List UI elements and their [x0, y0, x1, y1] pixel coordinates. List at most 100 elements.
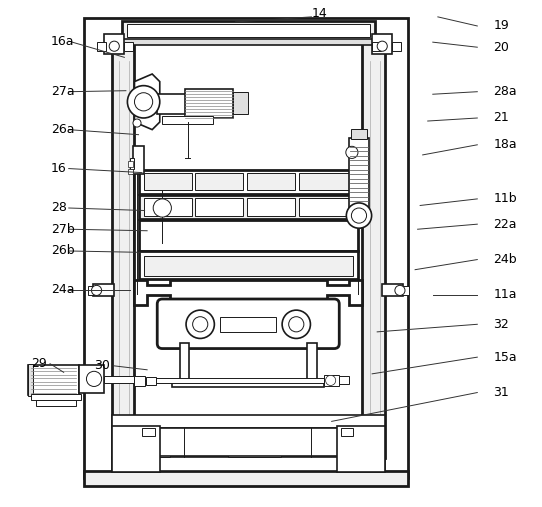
Bar — [233, 92, 248, 115]
Bar — [372, 42, 381, 51]
Bar — [139, 195, 358, 219]
Text: 26a: 26a — [51, 123, 75, 136]
Bar — [382, 284, 403, 297]
Bar — [142, 428, 354, 456]
Bar — [139, 169, 358, 194]
Bar — [142, 428, 154, 436]
Circle shape — [134, 93, 153, 111]
Polygon shape — [134, 74, 160, 130]
Bar — [247, 198, 295, 215]
Bar — [28, 364, 34, 396]
Bar — [112, 457, 385, 471]
Text: 21: 21 — [493, 112, 509, 125]
FancyBboxPatch shape — [157, 299, 339, 348]
Circle shape — [87, 371, 101, 386]
Bar — [139, 251, 358, 279]
Circle shape — [377, 41, 388, 51]
Bar — [134, 376, 145, 386]
Circle shape — [289, 317, 304, 332]
Text: 14: 14 — [312, 7, 327, 20]
Bar — [180, 344, 189, 381]
Circle shape — [346, 203, 372, 228]
Bar — [31, 394, 81, 400]
Text: 19: 19 — [493, 19, 509, 32]
Text: 11a: 11a — [493, 288, 517, 302]
Bar — [36, 400, 76, 406]
Bar — [351, 129, 367, 139]
Bar — [337, 426, 385, 472]
Bar — [157, 94, 188, 115]
Bar — [124, 42, 133, 51]
Text: 29: 29 — [31, 357, 47, 370]
Text: 15a: 15a — [493, 351, 517, 364]
Bar — [372, 33, 392, 54]
Bar — [362, 39, 385, 458]
Circle shape — [133, 119, 141, 127]
Bar — [128, 168, 133, 173]
Bar — [307, 344, 317, 381]
Text: 28: 28 — [51, 201, 67, 214]
Bar — [341, 428, 353, 436]
Bar — [131, 159, 134, 168]
Bar — [403, 286, 409, 295]
Bar — [350, 138, 369, 213]
Bar — [152, 378, 324, 383]
Bar — [139, 220, 358, 251]
Bar — [324, 375, 339, 386]
Bar — [185, 89, 233, 118]
Bar — [144, 256, 353, 276]
Bar — [117, 429, 170, 457]
Circle shape — [351, 208, 366, 223]
Bar — [195, 198, 243, 215]
Bar — [104, 33, 124, 54]
Bar — [122, 21, 375, 41]
Circle shape — [153, 199, 171, 217]
Bar — [112, 415, 385, 428]
Bar — [84, 471, 408, 486]
Bar — [299, 173, 354, 190]
Text: 18a: 18a — [493, 138, 517, 151]
Bar — [162, 117, 213, 124]
Bar — [112, 426, 160, 472]
Text: 27a: 27a — [51, 85, 75, 98]
Circle shape — [109, 41, 119, 51]
Text: 11b: 11b — [493, 192, 517, 205]
Bar — [112, 39, 134, 458]
Bar — [221, 317, 276, 332]
Bar — [195, 173, 243, 190]
Bar — [392, 42, 402, 51]
Bar — [133, 146, 144, 173]
Bar — [104, 376, 134, 383]
Bar — [127, 24, 370, 37]
Text: 26b: 26b — [51, 244, 75, 258]
Polygon shape — [134, 280, 362, 305]
Circle shape — [127, 86, 160, 118]
Text: 24a: 24a — [51, 283, 75, 297]
Bar — [79, 365, 104, 392]
Text: 22a: 22a — [493, 218, 517, 231]
Circle shape — [346, 147, 358, 159]
Circle shape — [326, 375, 335, 385]
Bar — [172, 380, 324, 387]
Bar — [353, 146, 364, 173]
Circle shape — [282, 310, 311, 339]
Bar — [339, 376, 350, 384]
Bar — [88, 286, 94, 295]
Text: 16: 16 — [51, 162, 67, 175]
Bar — [93, 284, 114, 297]
Bar — [96, 42, 106, 51]
Text: 20: 20 — [493, 41, 509, 54]
Text: 30: 30 — [94, 359, 110, 372]
Bar — [117, 39, 380, 45]
Text: 27b: 27b — [51, 223, 75, 236]
Circle shape — [192, 317, 208, 332]
Bar — [144, 198, 192, 215]
Bar — [28, 365, 79, 395]
Bar — [84, 18, 408, 479]
Text: 32: 32 — [493, 318, 509, 331]
Bar — [299, 198, 354, 215]
Text: 28a: 28a — [493, 85, 517, 98]
Text: 16a: 16a — [51, 34, 75, 48]
Text: 31: 31 — [493, 386, 509, 399]
Bar — [144, 173, 192, 190]
